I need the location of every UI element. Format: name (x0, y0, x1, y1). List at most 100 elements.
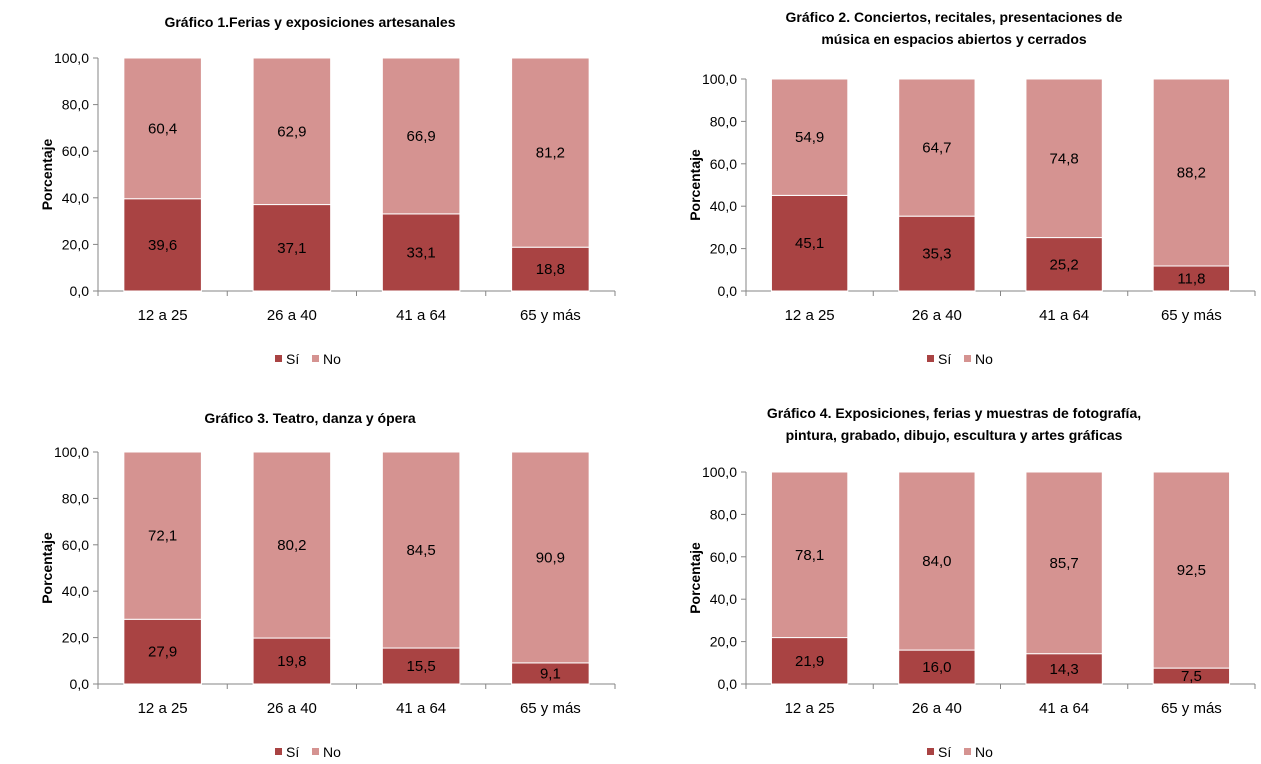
bar-no (898, 78, 976, 217)
data-label: 25,2 (1050, 256, 1079, 273)
legend-swatch-si (927, 355, 934, 362)
y-tick-label: 80,0 (710, 113, 737, 129)
bar-no (252, 451, 332, 639)
data-label: 33,1 (407, 244, 436, 261)
x-tick-label: 12 a 25 (785, 700, 835, 717)
x-tick-label: 41 a 64 (396, 700, 446, 717)
y-tick-label: 40,0 (710, 198, 737, 214)
data-label: 62,9 (277, 123, 306, 140)
legend-label: Sí (938, 351, 951, 367)
y-tick-label: 0,0 (70, 283, 90, 299)
bar-si (898, 649, 976, 685)
data-label: 80,2 (277, 537, 306, 554)
bar-si (770, 194, 849, 292)
bar-si (1025, 653, 1103, 685)
y-tick-label: 0,0 (70, 676, 90, 692)
x-tick-label: 65 y más (520, 700, 581, 717)
y-tick-label: 100,0 (54, 50, 89, 66)
chart-title: música en espacios abiertos y cerrados (821, 31, 1087, 47)
y-tick-label: 80,0 (62, 490, 89, 506)
y-tick-label: 100,0 (702, 464, 737, 480)
data-label: 84,5 (407, 542, 436, 559)
data-label: 15,5 (407, 658, 436, 675)
legend-swatch-no (964, 748, 971, 755)
legend-swatch-no (312, 355, 319, 362)
bar-si (381, 213, 461, 292)
y-axis-label: Porcentaje (687, 542, 703, 614)
data-label: 16,0 (922, 659, 951, 676)
legend-label: No (323, 351, 341, 367)
legend-label: No (975, 744, 993, 760)
legend-label: No (323, 744, 341, 760)
data-label: 92,5 (1177, 562, 1206, 579)
x-tick-label: 65 y más (1161, 307, 1222, 324)
chart-title: Gráfico 2. Conciertos, recitales, presen… (786, 9, 1123, 25)
data-label: 37,1 (277, 240, 306, 257)
y-axis-label: Porcentaje (687, 149, 703, 221)
x-tick-label: 65 y más (520, 307, 581, 324)
y-tick-label: 60,0 (710, 549, 737, 565)
bar-si (123, 618, 202, 685)
y-tick-label: 100,0 (54, 444, 89, 460)
data-label: 19,8 (277, 653, 306, 670)
data-label: 66,9 (407, 128, 436, 145)
data-label: 18,8 (536, 261, 565, 278)
y-tick-label: 60,0 (62, 537, 89, 553)
y-tick-label: 40,0 (710, 591, 737, 607)
bar-no (1152, 471, 1231, 669)
bar-si (252, 637, 332, 685)
x-tick-label: 26 a 40 (267, 307, 317, 324)
data-label: 27,9 (148, 644, 177, 661)
y-tick-label: 40,0 (62, 583, 89, 599)
data-label: 9,1 (540, 665, 561, 682)
data-label: 21,9 (795, 653, 824, 670)
data-label: 54,9 (795, 129, 824, 146)
data-label: 78,1 (795, 547, 824, 564)
y-tick-label: 20,0 (710, 241, 737, 257)
data-label: 45,1 (795, 235, 824, 252)
bar-si (1025, 237, 1103, 292)
y-axis-label: Porcentaje (39, 138, 55, 210)
y-tick-label: 0,0 (718, 676, 738, 692)
legend-label: Sí (286, 351, 299, 367)
data-label: 39,6 (148, 237, 177, 254)
bar-si (123, 198, 202, 292)
bar-no (381, 57, 461, 215)
legend-label: Sí (286, 744, 299, 760)
bar-no (381, 451, 461, 649)
y-tick-label: 60,0 (62, 143, 89, 159)
chart-title: Gráfico 4. Exposiciones, ferias y muestr… (767, 405, 1141, 421)
bar-no (898, 471, 976, 651)
chart-title: pintura, grabado, dibujo, escultura y ar… (786, 427, 1123, 443)
x-tick-label: 65 y más (1161, 700, 1222, 717)
bar-no (123, 57, 202, 200)
data-label: 84,0 (922, 553, 951, 570)
data-label: 60,4 (148, 120, 177, 137)
x-tick-label: 12 a 25 (138, 307, 188, 324)
chart-title: Gráfico 3. Teatro, danza y ópera (204, 410, 416, 426)
y-tick-label: 0,0 (718, 283, 738, 299)
bar-si (898, 215, 976, 292)
data-label: 64,7 (922, 140, 951, 157)
bar-no (1025, 471, 1103, 655)
chart-title: Gráfico 1.Ferias y exposiciones artesana… (164, 14, 455, 30)
data-label: 11,8 (1177, 270, 1205, 287)
y-tick-label: 100,0 (702, 71, 737, 87)
y-tick-label: 20,0 (62, 630, 89, 646)
bar-si (511, 246, 590, 292)
y-tick-label: 20,0 (62, 236, 89, 252)
bar-si (252, 204, 332, 292)
bar-no (511, 57, 590, 248)
x-tick-label: 41 a 64 (1039, 307, 1089, 324)
bar-no (252, 57, 332, 206)
bar-no (770, 471, 849, 639)
x-tick-label: 12 a 25 (138, 700, 188, 717)
legend-label: Sí (938, 744, 951, 760)
data-label: 35,3 (922, 246, 951, 263)
x-tick-label: 12 a 25 (785, 307, 835, 324)
data-label: 72,1 (148, 528, 177, 545)
y-tick-label: 40,0 (62, 190, 89, 206)
data-label: 7,5 (1181, 668, 1202, 685)
legend-swatch-si (275, 355, 282, 362)
